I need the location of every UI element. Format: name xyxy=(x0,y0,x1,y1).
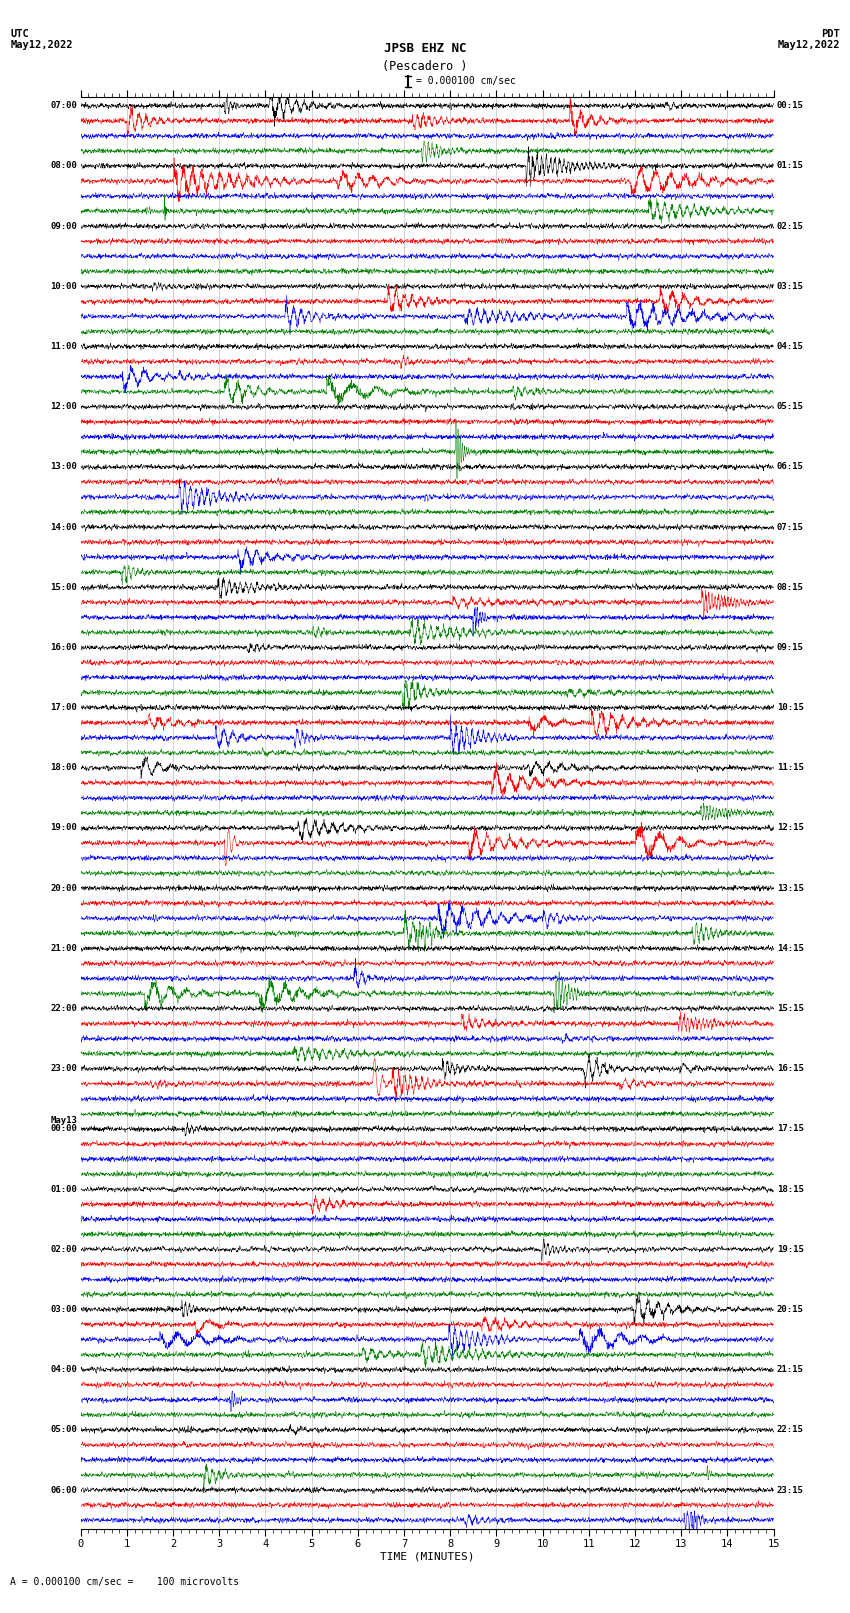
Text: May12,2022: May12,2022 xyxy=(777,40,840,50)
Text: JPSB EHZ NC: JPSB EHZ NC xyxy=(383,42,467,55)
Text: 20:00: 20:00 xyxy=(50,884,77,892)
Text: 10:00: 10:00 xyxy=(50,282,77,290)
Text: 16:15: 16:15 xyxy=(777,1065,804,1073)
Text: 01:00: 01:00 xyxy=(50,1184,77,1194)
Text: 10:15: 10:15 xyxy=(777,703,804,711)
Text: UTC: UTC xyxy=(10,29,29,39)
Text: 09:15: 09:15 xyxy=(777,644,804,652)
Text: 02:00: 02:00 xyxy=(50,1245,77,1253)
Text: 06:00: 06:00 xyxy=(50,1486,77,1495)
Text: 00:15: 00:15 xyxy=(777,102,804,110)
Text: 13:00: 13:00 xyxy=(50,463,77,471)
Text: May12,2022: May12,2022 xyxy=(10,40,73,50)
Text: 14:00: 14:00 xyxy=(50,523,77,532)
Text: (Pescadero ): (Pescadero ) xyxy=(382,60,468,73)
Text: 18:00: 18:00 xyxy=(50,763,77,773)
Text: 15:00: 15:00 xyxy=(50,582,77,592)
X-axis label: TIME (MINUTES): TIME (MINUTES) xyxy=(380,1552,474,1561)
Text: 08:15: 08:15 xyxy=(777,582,804,592)
Text: 21:00: 21:00 xyxy=(50,944,77,953)
Text: 11:15: 11:15 xyxy=(777,763,804,773)
Text: 19:15: 19:15 xyxy=(777,1245,804,1253)
Text: 18:15: 18:15 xyxy=(777,1184,804,1194)
Text: 15:15: 15:15 xyxy=(777,1003,804,1013)
Text: May13: May13 xyxy=(50,1116,77,1126)
Text: 02:15: 02:15 xyxy=(777,221,804,231)
Text: 05:00: 05:00 xyxy=(50,1426,77,1434)
Text: 13:15: 13:15 xyxy=(777,884,804,892)
Text: 03:00: 03:00 xyxy=(50,1305,77,1315)
Text: 08:00: 08:00 xyxy=(50,161,77,171)
Text: 07:00: 07:00 xyxy=(50,102,77,110)
Text: 00:00: 00:00 xyxy=(50,1124,77,1134)
Text: 17:00: 17:00 xyxy=(50,703,77,711)
Text: 07:15: 07:15 xyxy=(777,523,804,532)
Text: 03:15: 03:15 xyxy=(777,282,804,290)
Text: 04:15: 04:15 xyxy=(777,342,804,352)
Text: 23:15: 23:15 xyxy=(777,1486,804,1495)
Text: 06:15: 06:15 xyxy=(777,463,804,471)
Text: 20:15: 20:15 xyxy=(777,1305,804,1315)
Text: A = 0.000100 cm/sec =    100 microvolts: A = 0.000100 cm/sec = 100 microvolts xyxy=(10,1578,240,1587)
Text: 12:00: 12:00 xyxy=(50,402,77,411)
Text: 23:00: 23:00 xyxy=(50,1065,77,1073)
Text: 01:15: 01:15 xyxy=(777,161,804,171)
Text: 17:15: 17:15 xyxy=(777,1124,804,1134)
Text: 04:00: 04:00 xyxy=(50,1365,77,1374)
Text: 11:00: 11:00 xyxy=(50,342,77,352)
Text: 22:00: 22:00 xyxy=(50,1003,77,1013)
Text: 12:15: 12:15 xyxy=(777,824,804,832)
Text: 19:00: 19:00 xyxy=(50,824,77,832)
Text: 14:15: 14:15 xyxy=(777,944,804,953)
Text: 21:15: 21:15 xyxy=(777,1365,804,1374)
Text: = 0.000100 cm/sec: = 0.000100 cm/sec xyxy=(416,76,516,87)
Text: 05:15: 05:15 xyxy=(777,402,804,411)
Text: 09:00: 09:00 xyxy=(50,221,77,231)
Text: PDT: PDT xyxy=(821,29,840,39)
Text: 16:00: 16:00 xyxy=(50,644,77,652)
Text: 22:15: 22:15 xyxy=(777,1426,804,1434)
